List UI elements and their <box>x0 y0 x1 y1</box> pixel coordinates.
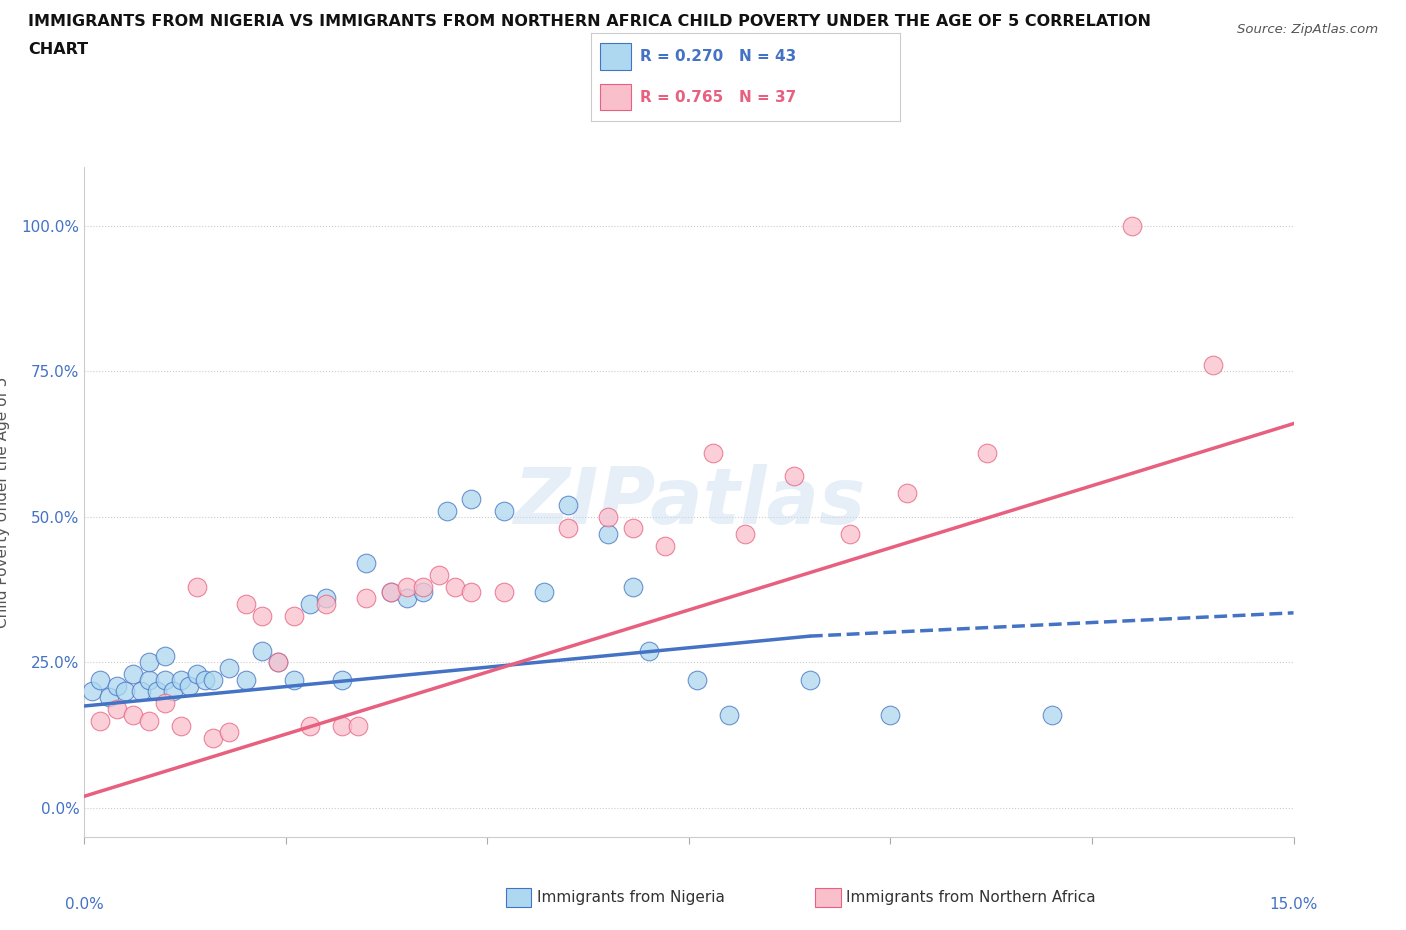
Point <box>427 567 450 582</box>
Point <box>686 672 709 687</box>
Point <box>598 510 620 525</box>
Point <box>1040 708 1063 723</box>
Point <box>235 597 257 612</box>
Text: R = 0.765   N = 37: R = 0.765 N = 37 <box>640 89 796 104</box>
Point <box>235 672 257 687</box>
Point <box>250 608 273 623</box>
Point <box>202 731 225 746</box>
Point <box>839 526 862 541</box>
Point <box>315 597 337 612</box>
Point <box>138 713 160 728</box>
Point <box>557 498 579 512</box>
Point <box>412 579 434 594</box>
Point <box>330 672 353 687</box>
Point <box>395 579 418 594</box>
Point <box>460 492 482 507</box>
Point <box>976 445 998 460</box>
Point <box>121 708 143 723</box>
Point <box>896 486 918 501</box>
Point <box>460 585 482 600</box>
Text: Source: ZipAtlas.com: Source: ZipAtlas.com <box>1237 23 1378 36</box>
Point <box>153 672 176 687</box>
Point <box>533 585 555 600</box>
Point <box>82 684 104 698</box>
Point <box>783 469 806 484</box>
Point <box>799 672 821 687</box>
Point <box>267 655 290 670</box>
Point <box>218 724 240 739</box>
Point <box>879 708 901 723</box>
Bar <box>600 84 631 111</box>
Point <box>395 591 418 605</box>
Point <box>194 672 217 687</box>
Bar <box>600 43 631 70</box>
Point <box>89 713 111 728</box>
Point <box>654 538 676 553</box>
Point <box>89 672 111 687</box>
Point <box>356 556 378 571</box>
Text: Immigrants from Nigeria: Immigrants from Nigeria <box>537 890 725 905</box>
Point <box>1202 358 1225 373</box>
Point <box>170 672 193 687</box>
Point <box>138 655 160 670</box>
Text: IMMIGRANTS FROM NIGERIA VS IMMIGRANTS FROM NORTHERN AFRICA CHILD POVERTY UNDER T: IMMIGRANTS FROM NIGERIA VS IMMIGRANTS FR… <box>28 14 1152 29</box>
Point <box>202 672 225 687</box>
Point <box>105 678 128 693</box>
Point <box>153 649 176 664</box>
Point <box>299 597 322 612</box>
Point <box>186 667 208 682</box>
Point <box>557 521 579 536</box>
Point <box>637 644 659 658</box>
Point <box>153 696 176 711</box>
Point <box>250 644 273 658</box>
Point <box>97 690 120 705</box>
Point <box>218 660 240 675</box>
Point <box>444 579 467 594</box>
Point <box>718 708 741 723</box>
Text: CHART: CHART <box>28 42 89 57</box>
Point <box>356 591 378 605</box>
Point <box>170 719 193 734</box>
Point <box>380 585 402 600</box>
Point <box>1121 219 1143 233</box>
Point <box>598 526 620 541</box>
Y-axis label: Child Poverty Under the Age of 5: Child Poverty Under the Age of 5 <box>0 377 10 628</box>
Point <box>702 445 724 460</box>
Point <box>129 684 152 698</box>
Point <box>734 526 756 541</box>
Point <box>162 684 184 698</box>
Point <box>299 719 322 734</box>
Point <box>146 684 169 698</box>
Point <box>492 585 515 600</box>
Point <box>492 503 515 518</box>
Text: Immigrants from Northern Africa: Immigrants from Northern Africa <box>846 890 1097 905</box>
Point <box>315 591 337 605</box>
Point <box>621 521 644 536</box>
Text: ZIPatlas: ZIPatlas <box>513 464 865 540</box>
Point <box>283 672 305 687</box>
Text: 15.0%: 15.0% <box>1270 897 1317 912</box>
Point <box>347 719 370 734</box>
Point <box>621 579 644 594</box>
Point <box>436 503 458 518</box>
Point <box>330 719 353 734</box>
Point <box>138 672 160 687</box>
Point <box>105 701 128 716</box>
Point <box>179 678 201 693</box>
Point <box>114 684 136 698</box>
Text: 0.0%: 0.0% <box>65 897 104 912</box>
Point <box>380 585 402 600</box>
Point <box>186 579 208 594</box>
Point <box>121 667 143 682</box>
Text: R = 0.270   N = 43: R = 0.270 N = 43 <box>640 49 796 64</box>
Point <box>412 585 434 600</box>
Point <box>283 608 305 623</box>
Point <box>267 655 290 670</box>
